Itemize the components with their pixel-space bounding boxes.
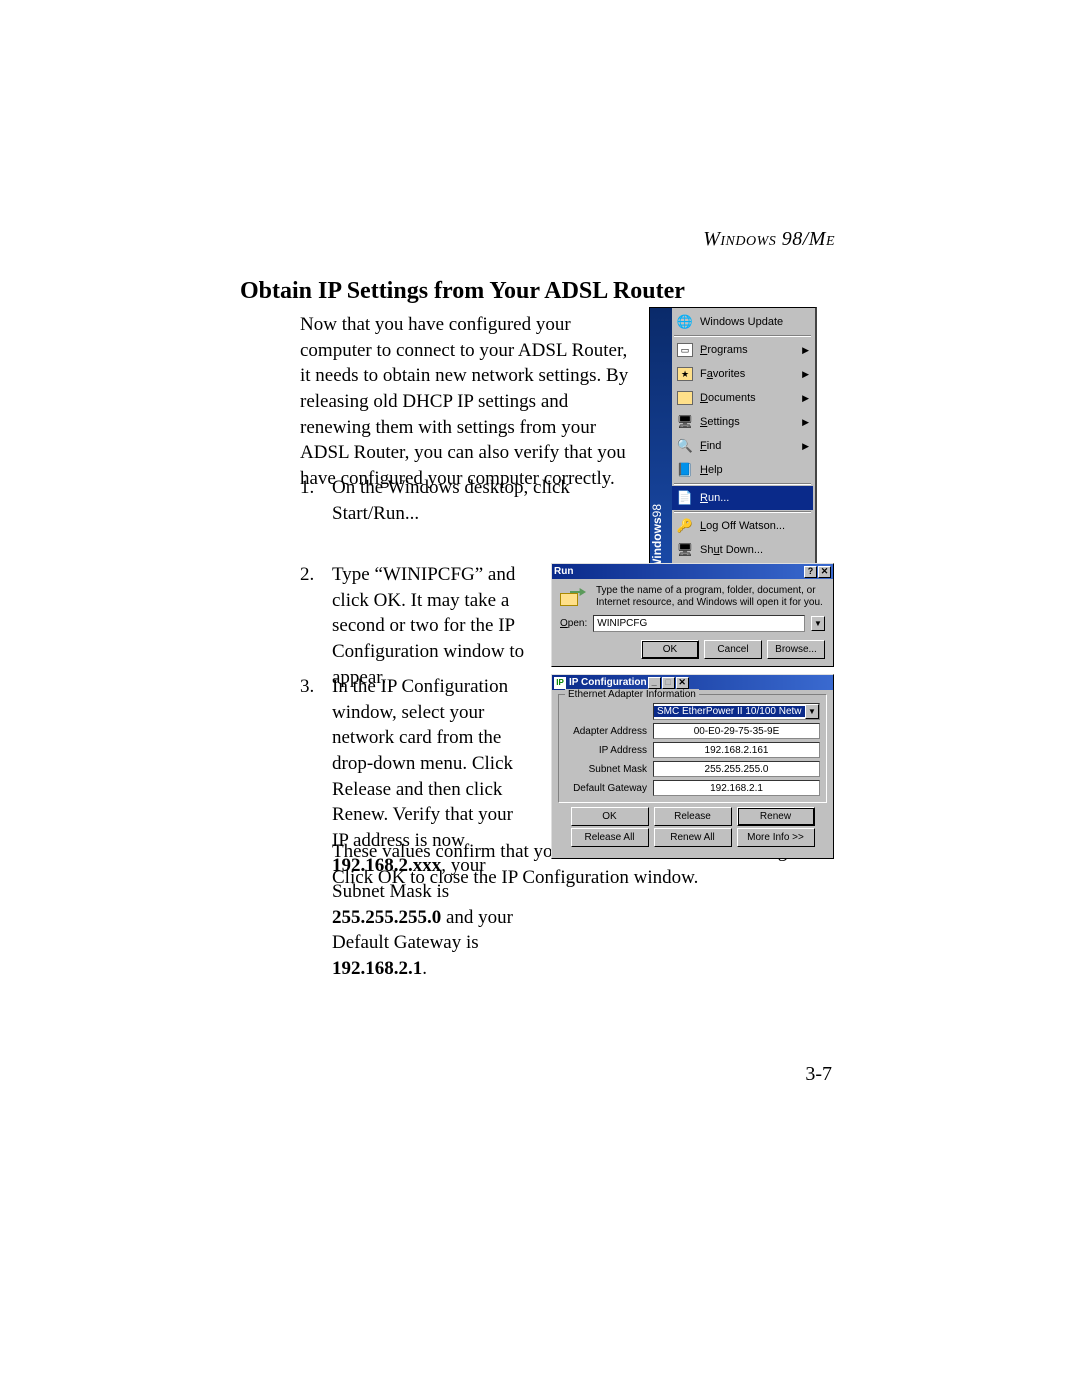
shutdown-icon: 🖥 [676,541,694,559]
ipcfg-adapter-address-label: Adapter Address [565,726,653,737]
run-title: Run [554,566,573,577]
ipcfg-adapter-group: Ethernet Adapter Information SMC EtherPo… [558,694,827,803]
ipcfg-renew-button[interactable]: Renew [737,807,815,826]
settings-icon: 🖥 [676,413,694,431]
run-icon: 📄 [676,489,694,507]
menu-separator [674,483,811,485]
close-button[interactable]: ✕ [818,566,831,578]
ipcfg-adapter-dropdown[interactable]: SMC EtherPower II 10/100 Netw ▼ [653,703,820,720]
help-button[interactable]: ? [804,566,817,578]
ipcfg-group-label: Ethernet Adapter Information [565,689,699,700]
step-2: 2. Type “WINIPCFG” and click OK. It may … [300,562,530,690]
run-cancel-button[interactable]: Cancel [704,640,762,659]
submenu-arrow-icon: ▶ [802,441,809,452]
help-icon: 📘 [676,461,694,479]
start-menu-item-settings[interactable]: 🖥 Settings ▶ [672,410,813,434]
run-open-input[interactable]: WINIPCFG [593,615,805,632]
start-menu-item-logoff[interactable]: 🔑 Log Off Watson... [672,514,813,538]
page-number: 3-7 [805,1063,832,1086]
globe-icon: 🌐 [676,313,694,331]
intro-paragraph: Now that you have configured your comput… [300,312,635,491]
start-menu-item-label: Shut Down... [700,544,763,556]
start-menu-stripe-label: Windows98 [650,500,672,570]
find-icon: 🔍 [676,437,694,455]
favorites-icon: ★ [676,365,694,383]
step-2-text: Type “WINIPCFG” and click OK. It may tak… [332,562,530,690]
start-menu-item-label: Windows Update [700,316,783,328]
ipcfg-renew-all-button[interactable]: Renew All [654,828,732,847]
start-menu-item-label: Documents [700,392,756,404]
document-page: Windows 98/Me Obtain IP Settings from Yo… [0,0,1080,1397]
minimize-button[interactable]: _ [648,677,661,689]
start-menu-stripe: Windows98 [650,308,672,573]
submenu-arrow-icon: ▶ [802,417,809,428]
start-menu-item-label: Settings [700,416,740,428]
start-menu-screenshot: Windows98 🌐 Windows Update ▭ Programs ▶ … [649,307,817,603]
ipcfg-app-icon: IP [554,677,566,689]
ipcfg-adapter-address-value: 00-E0-29-75-35-9E [653,723,820,739]
ipcfg-titlebar: IP IP Configuration _ □ ✕ [552,675,833,690]
run-open-dropdown-button[interactable]: ▼ [811,616,825,631]
step-1-number: 1. [300,475,318,526]
maximize-button[interactable]: □ [662,677,675,689]
step-2-number: 2. [300,562,318,690]
step-3: 3. In the IP Configuration window, selec… [300,674,528,982]
page-header-label: Windows 98/Me [703,228,835,251]
ipcfg-subnet-mask-value: 255.255.255.0 [653,761,820,777]
start-menu-item-label: Favorites [700,368,745,380]
ipcfg-subnet-mask-label: Subnet Mask [565,764,653,775]
start-menu-item-shutdown[interactable]: 🖥 Shut Down... [672,538,813,562]
start-menu-items: 🌐 Windows Update ▭ Programs ▶ ★ Favorite… [672,310,813,562]
ip-configuration-dialog-screenshot: IP IP Configuration _ □ ✕ Ethernet Adapt… [551,674,834,859]
step-3-text: In the IP Configuration window, select y… [332,674,528,982]
submenu-arrow-icon: ▶ [802,369,809,380]
start-menu-item-label: Run... [700,492,729,504]
ipcfg-adapter-selected: SMC EtherPower II 10/100 Netw [654,706,805,717]
ipcfg-release-all-button[interactable]: Release All [571,828,649,847]
ipcfg-ip-address-label: IP Address [565,745,653,756]
run-dialog-icon [560,585,588,609]
start-menu-item-help[interactable]: 📘 Help [672,458,813,482]
ipcfg-title: IP Configuration [569,677,647,688]
ipcfg-default-gateway-value: 192.168.2.1 [653,780,820,796]
menu-separator [674,335,811,337]
run-browse-button[interactable]: Browse... [767,640,825,659]
start-menu-item-favorites[interactable]: ★ Favorites ▶ [672,362,813,386]
ipcfg-release-button[interactable]: Release [654,807,732,826]
programs-icon: ▭ [676,341,694,359]
documents-icon [676,389,694,407]
start-menu-item-find[interactable]: 🔍 Find ▶ [672,434,813,458]
start-menu-item-windows-update[interactable]: 🌐 Windows Update [672,310,813,334]
run-titlebar: Run ? ✕ [552,564,833,579]
run-dialog-screenshot: Run ? ✕ Type the name of a program, fold… [551,563,834,667]
start-menu-item-documents[interactable]: Documents ▶ [672,386,813,410]
run-open-label: Open: [560,618,587,629]
ipcfg-ok-button[interactable]: OK [571,807,649,826]
start-menu-item-run[interactable]: 📄 Run... [672,486,813,510]
dropdown-arrow-icon[interactable]: ▼ [805,704,819,719]
ipcfg-ip-address-value: 192.168.2.161 [653,742,820,758]
start-menu-item-label: Log Off Watson... [700,520,785,532]
close-button[interactable]: ✕ [676,677,689,689]
step-1-text: On the Windows desktop, click Start/Run.… [332,475,660,526]
submenu-arrow-icon: ▶ [802,393,809,404]
ipcfg-more-info-button[interactable]: More Info >> [737,828,815,847]
step-1: 1. On the Windows desktop, click Start/R… [300,475,660,526]
logoff-icon: 🔑 [676,517,694,535]
start-menu-item-label: Programs [700,344,748,356]
start-menu-item-label: Help [700,464,723,476]
submenu-arrow-icon: ▶ [802,345,809,356]
ipcfg-default-gateway-label: Default Gateway [565,783,653,794]
start-menu-item-programs[interactable]: ▭ Programs ▶ [672,338,813,362]
start-menu-item-label: Find [700,440,721,452]
menu-separator [674,511,811,513]
run-open-value: WINIPCFG [597,618,647,629]
run-ok-button[interactable]: OK [641,640,699,659]
step-3-number: 3. [300,674,318,982]
run-description: Type the name of a program, folder, docu… [596,585,825,609]
section-heading: Obtain IP Settings from Your ADSL Router [240,278,685,305]
